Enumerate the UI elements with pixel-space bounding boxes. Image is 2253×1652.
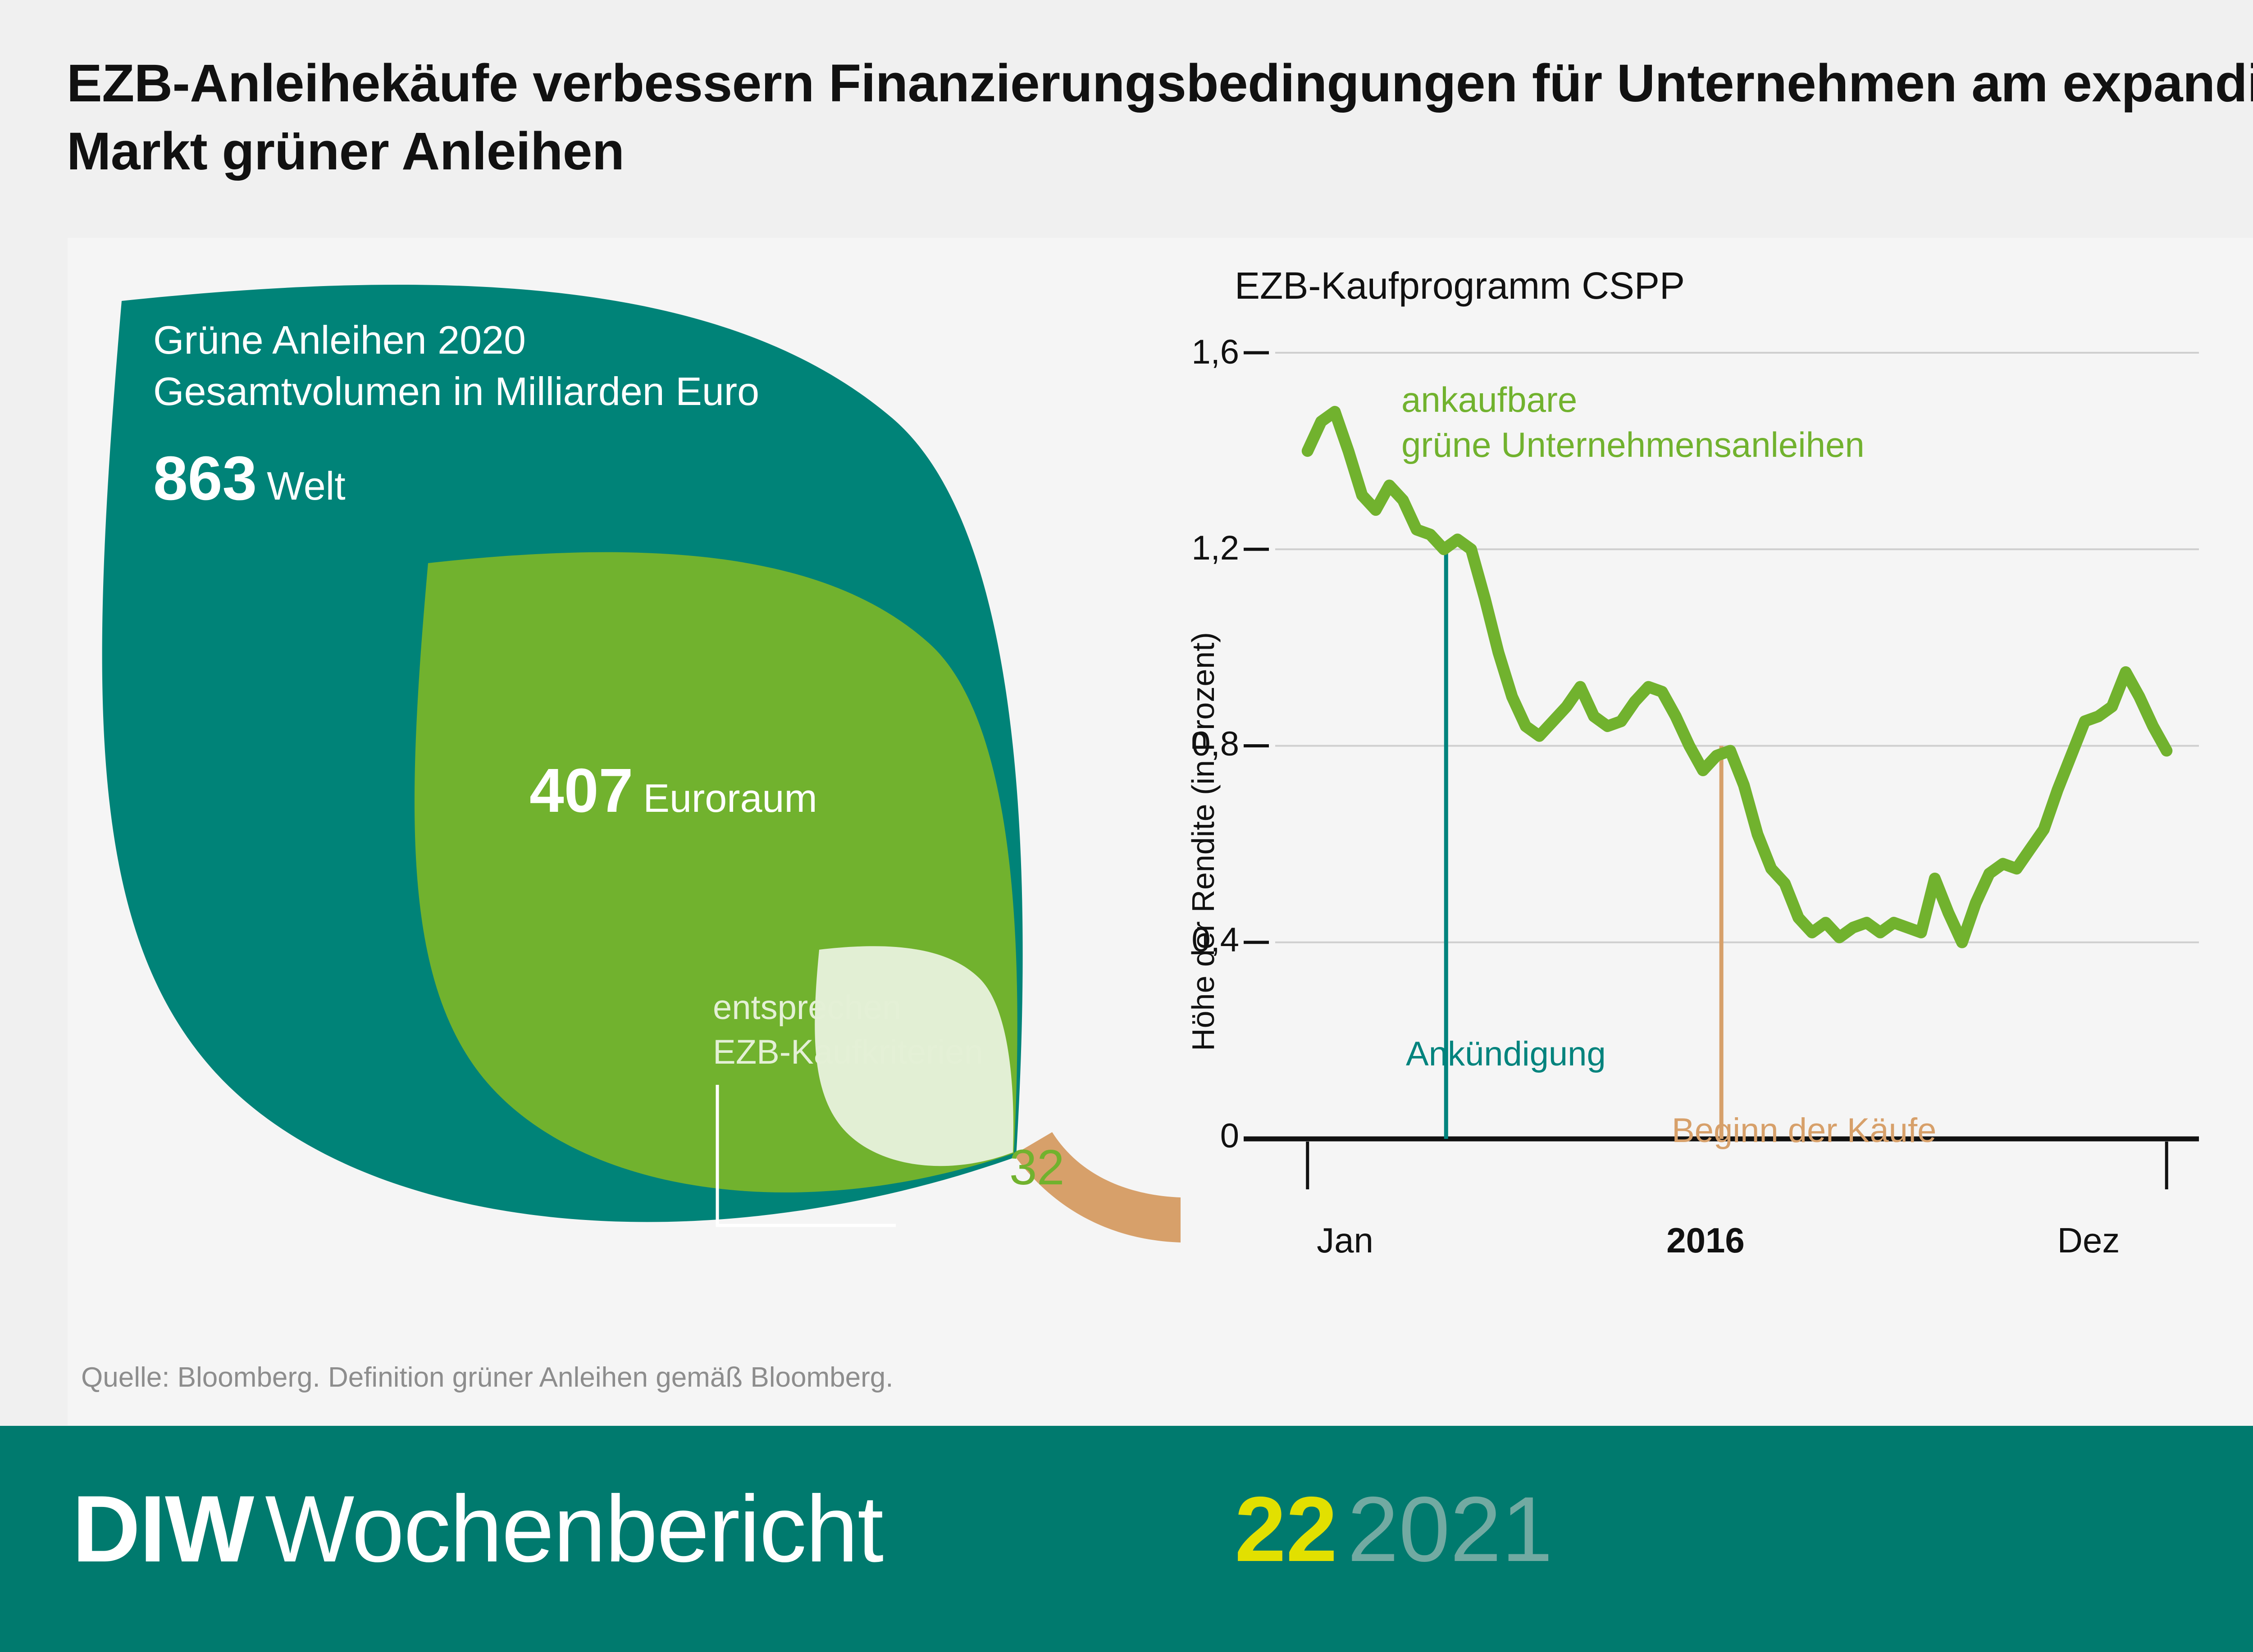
chart-cspp-annotation-ankuendigung: Ankündigung (1406, 1035, 1606, 1073)
chart-cspp-xtick-year: 2016 (1666, 1220, 1745, 1260)
chart-pepp-ytick-0_8: 0,8 (2217, 724, 2253, 764)
chart-pepp-ytick-0_4: 0,4 (2217, 920, 2253, 960)
chart-cspp-ytick-0_4: 0,4 (1191, 921, 1239, 959)
chart-cspp-series-label-line-1: ankaufbare (1401, 380, 1578, 419)
chart-cspp-plot (1244, 351, 2199, 1189)
leaf-euro-value-group: 407 Euroraum (529, 755, 817, 827)
footer-issue-year: 2021 (1347, 1478, 1553, 1581)
leaf-heading-line-2: Gesamtvolumen in Milliarden Euro (153, 369, 760, 414)
chart-cspp-series-label: ankaufbare grüne Unternehmensanleihen (1401, 378, 1865, 468)
chart-pepp-plot (2226, 238, 2253, 1342)
source-note: Quelle: Bloomberg. Definition grüner Anl… (81, 1362, 894, 1393)
chart-pepp-ytick-1_2: 1,2 (2217, 528, 2253, 568)
leaf-criteria-line-2: EZB-Kaufkriterien (713, 1033, 983, 1071)
title-line-2: Markt grüner Anleihen (67, 122, 625, 182)
leaf-heading-line-1: Grüne Anleihen 2020 (153, 318, 526, 362)
leaf-world-value-group: 863 Welt (153, 443, 346, 514)
title-line-1: EZB-Anleihekäufe verbessern Finanzierung… (67, 54, 2253, 113)
leaf-connector-line (716, 1085, 896, 1227)
footer-brand-diw: DIW (72, 1476, 254, 1582)
footer-issue: 22 2021 (1235, 1476, 1553, 1583)
chart-cspp-title: EZB-Kaufprogramm CSPP (1235, 264, 1685, 307)
leaf-world-label: Welt (267, 464, 346, 508)
leaf-criteria-value: 32 (1009, 1140, 1065, 1195)
chart-pepp: EZB-Kaufprogramm PEPP Höhe der Rendite (… (2226, 238, 2253, 1342)
leaf-stem-shape (1014, 1132, 1181, 1242)
leaf-world-value: 863 (153, 444, 257, 513)
footer-issue-number: 22 (1235, 1478, 1338, 1581)
chart-cspp-xtick-dez: Dez (2057, 1220, 2120, 1260)
content-panel: Grüne Anleihen 2020 Gesamtvolumen in Mil… (68, 238, 2253, 1425)
chart-cspp-series-label-line-2: grüne Unternehmensanleihen (1401, 424, 1865, 464)
leaf-heading: Grüne Anleihen 2020 Gesamtvolumen in Mil… (153, 314, 759, 418)
chart-pepp-ytick-1_6: 1,6 (2217, 332, 2253, 372)
footer-brand: DIW Wochenbericht (72, 1475, 884, 1584)
page-title: EZB-Anleihekäufe verbessern Finanzierung… (67, 50, 2253, 186)
leaf-euro-value: 407 (529, 756, 634, 825)
leaf-criteria-line-1: entsprechen (713, 988, 902, 1027)
leaf-criteria-shape (815, 946, 1013, 1166)
chart-cspp-annotation-beginn: Beginn der Käufe (1672, 1111, 1937, 1150)
chart-cspp-xtick-jan: Jan (1317, 1220, 1373, 1260)
leaf-diagram: Grüne Anleihen 2020 Gesamtvolumen in Mil… (68, 238, 1248, 1342)
leaf-svg (102, 284, 1181, 1242)
leaf-euro-label: Euroraum (643, 776, 817, 820)
chart-cspp-ytick-1_2: 1,2 (1191, 529, 1239, 567)
chart-pepp-ytick-0: 0 (2217, 1116, 2253, 1156)
chart-cspp-ytick-1_6: 1,6 (1191, 333, 1239, 371)
chart-cspp-ytick-0_8: 0,8 (1191, 725, 1239, 763)
chart-cspp: EZB-Kaufprogramm CSPP Höhe der Rendite (… (1163, 238, 2208, 1342)
leaf-criteria-caption: entsprechen EZB-Kaufkriterien (713, 986, 983, 1075)
chart-cspp-ytick-0: 0 (1220, 1117, 1239, 1155)
footer-brand-wochenbericht: Wochenbericht (265, 1476, 884, 1582)
